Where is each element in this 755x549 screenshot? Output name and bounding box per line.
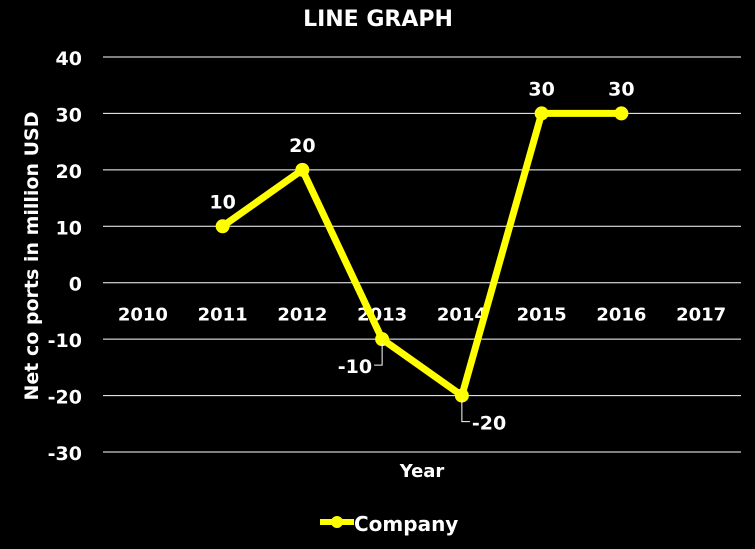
x-axis: 2010 2011 2012 2013 2014 2015 2016 2017 bbox=[118, 305, 726, 326]
x-axis-title: Year bbox=[399, 461, 445, 482]
data-label: 30 bbox=[528, 78, 554, 100]
y-tick-label: 40 bbox=[56, 48, 82, 70]
y-tick-label: -20 bbox=[48, 387, 82, 409]
y-tick-label: 0 bbox=[69, 274, 82, 296]
data-label: -20 bbox=[472, 413, 506, 435]
legend-marker bbox=[331, 516, 343, 528]
y-axis: 40 30 20 10 0 -10 -20 -30 bbox=[48, 48, 82, 465]
y-tick-label: 10 bbox=[56, 217, 82, 239]
x-tick-label: 2015 bbox=[517, 305, 567, 326]
legend-label: Company bbox=[354, 512, 458, 536]
x-tick-label: 2011 bbox=[198, 305, 248, 326]
data-labels: 10 20 -10 -20 30 30 bbox=[209, 78, 634, 434]
data-point bbox=[534, 106, 549, 121]
x-tick-label: 2014 bbox=[437, 305, 487, 326]
series-company bbox=[215, 106, 629, 403]
gridlines bbox=[103, 56, 741, 453]
chart-title: LINE GRAPH bbox=[303, 7, 453, 32]
y-tick-label: 30 bbox=[56, 104, 82, 126]
y-tick-label: 20 bbox=[56, 161, 82, 183]
y-tick-label: -10 bbox=[48, 330, 82, 352]
data-label: 10 bbox=[209, 191, 235, 213]
data-point bbox=[295, 162, 310, 177]
x-tick-label: 2016 bbox=[596, 305, 646, 326]
data-point bbox=[454, 388, 469, 403]
data-label: 30 bbox=[608, 78, 634, 100]
series-line bbox=[219, 109, 625, 400]
legend: Company bbox=[320, 512, 458, 536]
leader-line bbox=[461, 399, 470, 423]
data-point bbox=[375, 332, 390, 347]
x-tick-label: 2010 bbox=[118, 305, 168, 326]
y-axis-title: Net co ports in million USD bbox=[21, 111, 43, 400]
x-tick-label: 2012 bbox=[277, 305, 327, 326]
data-label: -10 bbox=[338, 356, 372, 378]
data-label: 20 bbox=[289, 135, 315, 157]
y-tick-label: -30 bbox=[48, 443, 82, 465]
x-tick-label: 2017 bbox=[676, 305, 726, 326]
data-point bbox=[215, 219, 230, 234]
data-point bbox=[614, 106, 629, 121]
leader-line bbox=[374, 343, 383, 366]
